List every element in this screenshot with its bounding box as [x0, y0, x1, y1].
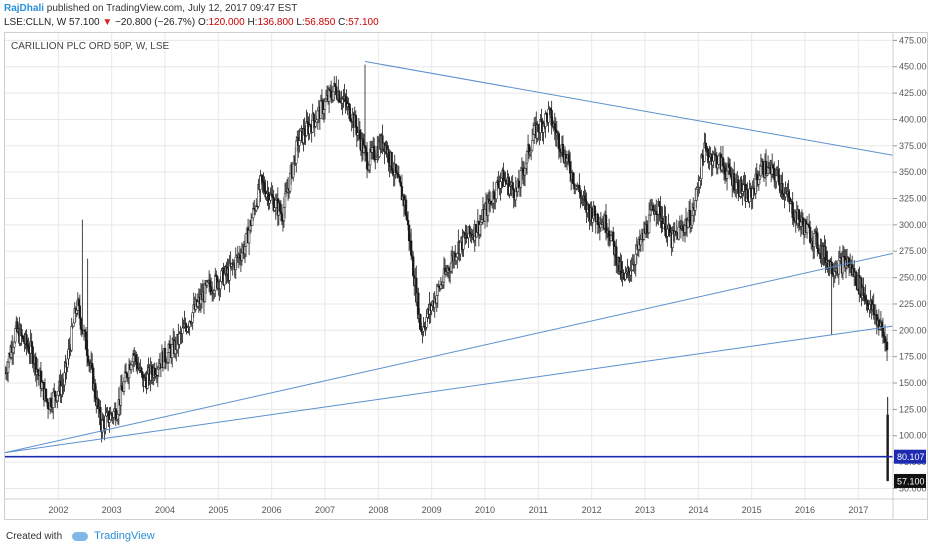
candle-body: [398, 176, 402, 183]
x-tick-label: 2010: [475, 505, 495, 515]
y-tick-label: 450.000: [899, 62, 927, 72]
x-tick-label: 2014: [688, 505, 708, 515]
publish-info: published on TradingView.com, July 12, 2…: [46, 3, 298, 14]
trendline: [5, 252, 894, 454]
trendline: [5, 325, 894, 454]
candle-body: [612, 231, 615, 242]
candle-body: [298, 140, 301, 146]
y-tick-label: 100.000: [899, 431, 927, 441]
candle-body: [885, 341, 889, 351]
y-tick-label: 300.000: [899, 220, 927, 230]
candle-body: [244, 233, 248, 247]
x-tick-label: 2016: [795, 505, 815, 515]
candle-body: [44, 388, 48, 400]
time-axis: 2002 2003 2004 2005 2006 2007 2008 2009 2010 2011…: [5, 498, 927, 515]
y-tick-label: 50.000: [899, 483, 927, 493]
x-tick-label: 2006: [262, 505, 282, 515]
y-tick-label: 275.000: [899, 246, 927, 256]
last-candle-body: [886, 414, 889, 481]
candle-body: [664, 216, 667, 237]
y-tick-label: 400.000: [899, 114, 927, 124]
chart-title: CARILLION PLC ORD 50P, W, LSE: [11, 41, 170, 52]
last-price-label: 57.100: [897, 476, 925, 486]
low-value: 56.850: [304, 17, 336, 28]
open-label: O:: [197, 17, 209, 28]
open-value: 120.000: [208, 17, 245, 28]
footer: Created with TradingView: [6, 530, 155, 542]
x-tick-label: 2002: [48, 505, 68, 515]
candle-body: [737, 179, 740, 194]
tradingview-logo-icon: [72, 531, 89, 541]
candle-body: [778, 174, 781, 186]
author-link[interactable]: RajDhali: [4, 3, 45, 14]
candle-body: [406, 219, 410, 226]
x-tick-label: 2012: [582, 505, 602, 515]
created-with-label: Created with: [6, 530, 63, 542]
down-arrow-icon: ▼: [102, 17, 113, 28]
x-tick-label: 2015: [742, 505, 762, 515]
candle-body: [70, 326, 73, 351]
candle-body: [312, 113, 315, 122]
high-value: 136.800: [257, 17, 294, 28]
y-tick-label: 350.000: [899, 167, 927, 177]
candle-body: [781, 183, 784, 194]
y-tick-label: 475.000: [899, 35, 927, 45]
candle-body: [855, 272, 858, 286]
candle-body: [104, 415, 107, 429]
last-price-tag: [894, 473, 926, 488]
candle-body: [558, 148, 562, 152]
price-change: −20.800 (−26.7%): [115, 17, 196, 28]
candle-body: [72, 322, 75, 327]
candle-body: [622, 272, 625, 278]
candle-body: [314, 121, 317, 127]
x-tick-label: 2004: [155, 505, 175, 515]
candle-body: [511, 182, 514, 190]
price-axis: 50.00075.000100.000125.000150.000175.000…: [892, 33, 927, 519]
symbol-name: LSE:CLLN, W: [4, 17, 67, 28]
x-tick-label: 2017: [848, 505, 868, 515]
candle-body: [274, 199, 277, 208]
price-chart[interactable]: CARILLION PLC ORD 50P, W, LSE 50.00075.0…: [5, 33, 927, 519]
candle-body: [390, 152, 393, 171]
y-tick-label: 200.000: [899, 325, 927, 335]
close-value: 57.100: [348, 17, 379, 28]
publish-header: RajDhali published on TradingView.com, J…: [4, 2, 297, 16]
chart-panel[interactable]: CARILLION PLC ORD 50P, W, LSE 50.00075.0…: [4, 32, 928, 520]
y-tick-label: 250.000: [899, 273, 927, 283]
y-tick-label: 325.000: [899, 194, 927, 204]
last-price: 57.100: [69, 17, 100, 28]
trendline: [364, 60, 894, 156]
candle-body: [655, 210, 658, 215]
x-tick-label: 2003: [102, 505, 122, 515]
x-tick-label: 2005: [208, 505, 228, 515]
x-tick-label: 2011: [529, 505, 548, 515]
y-tick-label: 125.000: [899, 404, 927, 414]
candle-body: [805, 223, 809, 234]
trendlines: [5, 60, 894, 458]
high-label: H:: [247, 17, 258, 28]
y-tick-label: 150.000: [899, 378, 927, 388]
candle-body: [872, 304, 875, 316]
candle-body: [817, 248, 820, 253]
y-tick-label: 425.000: [899, 88, 927, 98]
hline-price-tag: [894, 449, 926, 464]
grid-lines: [5, 33, 893, 499]
y-tick-label: 225.000: [899, 299, 927, 309]
x-tick-label: 2007: [315, 505, 335, 515]
x-tick-label: 2009: [422, 505, 442, 515]
candle-body: [531, 140, 534, 151]
low-label: L:: [296, 17, 305, 28]
candle-body: [387, 149, 390, 163]
y-tick-label: 375.000: [899, 141, 927, 151]
x-tick-label: 2013: [635, 505, 655, 515]
x-tick-label: 2008: [368, 505, 388, 515]
candle-body: [141, 371, 144, 375]
hline-price-label: 80.107: [897, 452, 925, 462]
symbol-line: LSE:CLLN, W 57.100 ▼ −20.800 (−26.7%) O:…: [4, 16, 379, 30]
y-tick-label: 175.000: [899, 352, 927, 362]
candles: [5, 64, 889, 482]
candle-body: [181, 327, 184, 334]
tradingview-brand[interactable]: TradingView: [94, 530, 155, 542]
close-label: C:: [338, 17, 349, 28]
